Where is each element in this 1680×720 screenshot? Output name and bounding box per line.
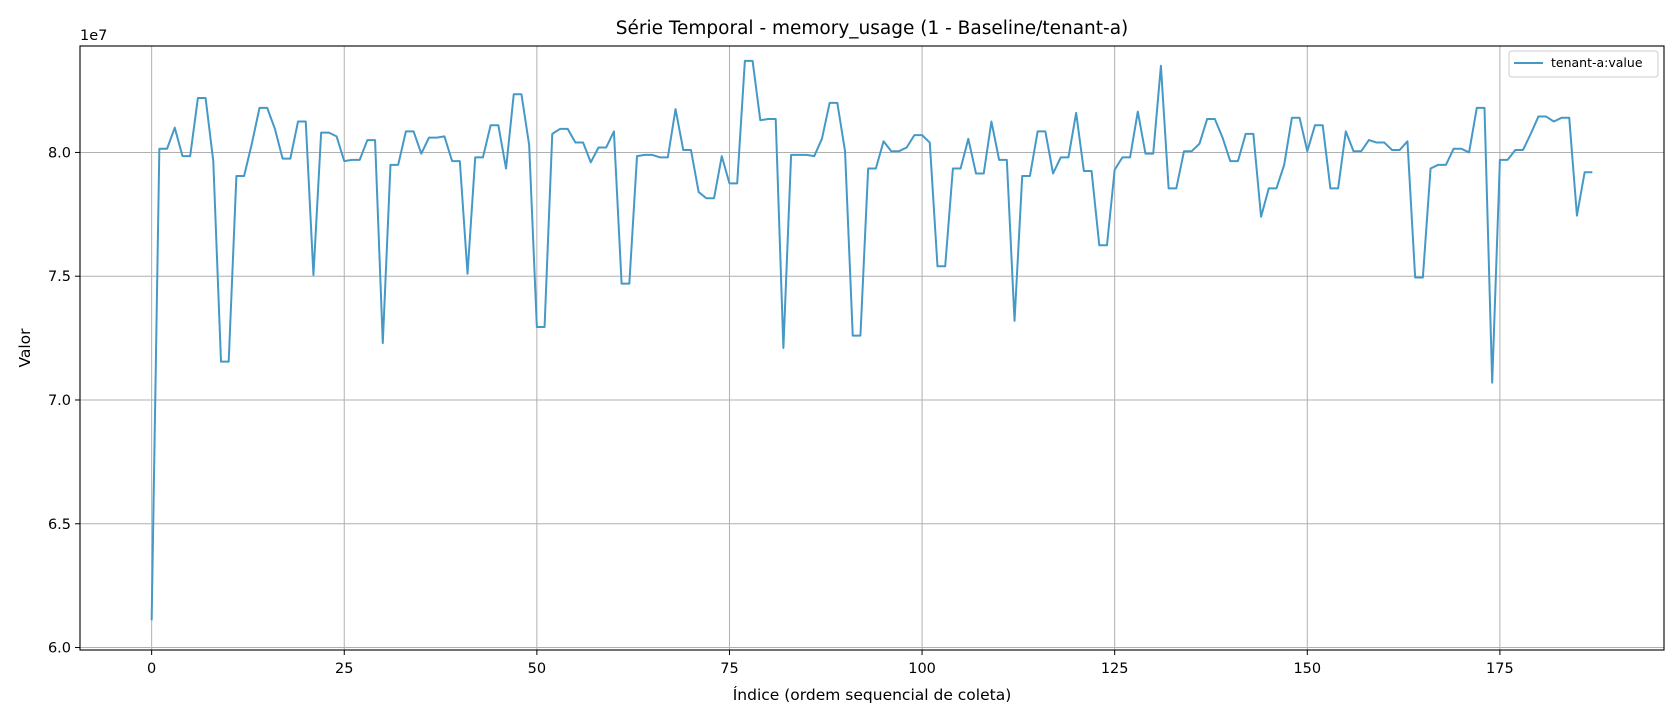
y-tick-label: 6.5: [48, 517, 71, 533]
y-offset-text: 1e7: [80, 28, 107, 44]
y-tick-label: 7.5: [48, 269, 71, 285]
y-tick-label: 6.0: [48, 641, 71, 657]
series-layer: [150, 59, 1593, 621]
plot-area: [80, 46, 1664, 650]
x-tick-label: 0: [147, 661, 156, 677]
legend-label: tenant-a:value: [1551, 55, 1643, 70]
legend-box: [1508, 50, 1659, 78]
y-tick-label: 8.0: [48, 145, 71, 161]
y-axis-label: Valor: [16, 328, 34, 368]
x-axis: 0 25 50 75 100 125 150 175: [147, 650, 1514, 677]
x-tick-label: 75: [720, 661, 738, 677]
legend: tenant-a:value: [1508, 50, 1659, 78]
x-tick-label: 100: [908, 661, 936, 677]
x-tick-label: 175: [1486, 661, 1514, 677]
grid-lines: [80, 46, 1664, 650]
x-tick-label: 25: [335, 661, 353, 677]
plot-frame: [79, 45, 1665, 651]
y-tick-label: 7.0: [48, 393, 71, 409]
chart-title: Série Temporal - memory_usage (1 - Basel…: [616, 18, 1129, 39]
x-axis-label: Índice (ordem sequencial de coleta): [733, 685, 1012, 704]
x-tick-label: 50: [528, 661, 546, 677]
series-line: [150, 59, 1593, 621]
y-axis: 6.0 6.5 7.0 7.5 8.0: [48, 145, 80, 657]
x-tick-label: 150: [1293, 661, 1321, 677]
x-tick-label: 125: [1101, 661, 1129, 677]
